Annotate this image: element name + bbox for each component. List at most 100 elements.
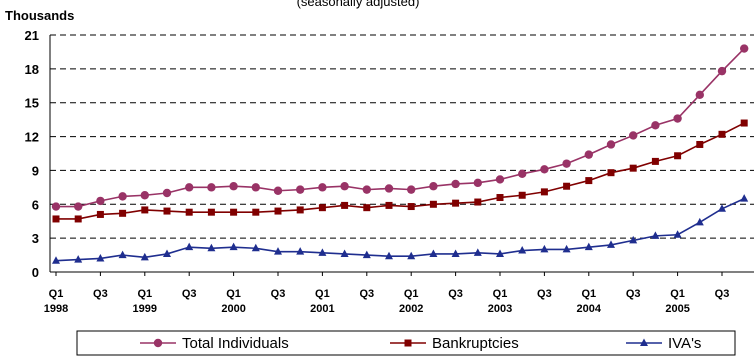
- data-point-total-individuals: [407, 185, 416, 194]
- data-point-iva-s: [185, 242, 194, 251]
- data-point-total-individuals: [118, 192, 127, 201]
- y-tick-label: 9: [32, 163, 39, 178]
- data-point-iva-s: [207, 243, 216, 252]
- data-point-total-individuals: [473, 178, 482, 188]
- y-axis-ticks: 0 3 6 9 12 15 18 21: [25, 28, 39, 280]
- legend: Total Individuals Bankruptcies IVA's: [140, 335, 701, 352]
- data-point-bankruptcies: [651, 157, 659, 165]
- y-tick-label: 12: [25, 130, 39, 145]
- gridlines: [50, 34, 754, 239]
- data-point-bankruptcies: [230, 208, 238, 216]
- x-tick-label: Q3: [359, 288, 374, 300]
- data-point-bankruptcies: [740, 119, 748, 127]
- data-point-bankruptcies: [274, 207, 282, 215]
- legend-swatch-marker: [640, 338, 648, 346]
- data-point-total-individuals: [562, 159, 571, 168]
- y-tick-label: 15: [25, 96, 39, 111]
- data-point-bankruptcies: [674, 152, 682, 160]
- data-point-iva-s: [385, 251, 393, 260]
- data-point-iva-s: [118, 250, 127, 259]
- data-point-iva-s: [229, 242, 238, 251]
- series-line-iva-s: [55, 197, 745, 262]
- data-point-total-individuals: [140, 191, 149, 200]
- series-bankruptcies: [52, 119, 748, 223]
- data-point-bankruptcies: [452, 199, 460, 207]
- data-point-total-individuals: [251, 183, 260, 192]
- data-point-iva-s: [584, 242, 593, 251]
- data-point-iva-s: [96, 253, 105, 262]
- legend-label: Total Individuals: [182, 335, 289, 352]
- chart-title-fragment: (seasonally adjusted): [297, 0, 420, 9]
- series-iva-s: [52, 194, 749, 264]
- data-point-iva-s: [540, 244, 549, 253]
- data-point-total-individuals: [340, 182, 349, 191]
- data-point-iva-s: [163, 249, 171, 257]
- data-point-bankruptcies: [363, 204, 371, 212]
- data-point-bankruptcies: [185, 208, 193, 216]
- series-line-bankruptcies: [56, 122, 745, 220]
- data-point-bankruptcies: [96, 210, 104, 218]
- data-point-total-individuals: [207, 183, 216, 192]
- series-total-individuals: [51, 44, 749, 211]
- data-point-bankruptcies: [496, 194, 504, 202]
- data-point-total-individuals: [495, 175, 505, 184]
- data-point-bankruptcies: [252, 208, 260, 216]
- data-point-bankruptcies: [696, 140, 704, 148]
- data-point-bankruptcies: [207, 208, 215, 216]
- data-point-bankruptcies: [429, 200, 437, 208]
- data-point-total-individuals: [429, 182, 438, 191]
- x-tick-year-label: 2005: [665, 303, 689, 315]
- data-point-iva-s: [518, 246, 527, 254]
- data-point-bankruptcies: [518, 191, 526, 199]
- data-point-total-individuals: [717, 66, 727, 76]
- x-tick-label: Q3: [448, 288, 463, 300]
- x-tick-label: Q3: [182, 288, 197, 300]
- data-point-bankruptcies: [607, 169, 615, 177]
- data-point-total-individuals: [362, 185, 371, 194]
- data-point-total-individuals: [384, 184, 394, 193]
- data-point-iva-s: [74, 255, 83, 263]
- legend-swatch-marker: [153, 338, 163, 348]
- data-point-iva-s: [274, 247, 282, 255]
- data-point-total-individuals: [185, 183, 194, 192]
- data-point-total-individuals: [518, 169, 527, 179]
- legend-swatch-marker: [404, 339, 412, 347]
- x-tick-year-label: 1998: [44, 303, 68, 315]
- series-line-total-individuals: [56, 47, 745, 208]
- x-tick-year-label: 2000: [221, 303, 245, 315]
- data-point-iva-s: [407, 251, 416, 260]
- data-point-iva-s: [296, 247, 305, 255]
- data-point-iva-s: [740, 194, 749, 202]
- x-tick-label: Q1: [226, 288, 241, 300]
- legend-item-iva-s: IVA's: [626, 335, 701, 352]
- x-tick-label: Q1: [49, 288, 64, 300]
- data-point-bankruptcies: [407, 203, 415, 211]
- data-point-total-individuals: [584, 150, 593, 159]
- data-point-iva-s: [473, 248, 482, 256]
- data-point-total-individuals: [695, 90, 704, 100]
- data-point-total-individuals: [651, 121, 660, 130]
- data-point-iva-s: [340, 249, 349, 257]
- data-point-iva-s: [140, 252, 149, 261]
- x-tick-year-label: 2001: [310, 303, 334, 315]
- data-point-iva-s: [651, 231, 660, 239]
- data-point-total-individuals: [740, 44, 749, 53]
- data-point-bankruptcies: [119, 209, 127, 217]
- x-tick-label: Q1: [315, 288, 330, 300]
- data-point-iva-s: [429, 249, 438, 257]
- x-tick-label: Q3: [537, 288, 552, 300]
- y-unit-label: Thousands: [5, 8, 74, 23]
- data-point-bankruptcies: [563, 182, 571, 190]
- y-tick-label: 18: [25, 62, 39, 77]
- data-point-total-individuals: [229, 182, 238, 191]
- data-point-total-individuals: [273, 186, 283, 195]
- data-point-iva-s: [318, 248, 327, 256]
- data-point-total-individuals: [451, 179, 460, 189]
- data-point-total-individuals: [629, 131, 638, 140]
- legend-label: IVA's: [668, 335, 701, 352]
- legend-item-bankruptcies: Bankruptcies: [390, 335, 519, 352]
- y-tick-label: 0: [32, 265, 39, 280]
- series-group: [51, 44, 749, 264]
- data-point-bankruptcies: [318, 204, 326, 212]
- data-point-bankruptcies: [296, 206, 304, 214]
